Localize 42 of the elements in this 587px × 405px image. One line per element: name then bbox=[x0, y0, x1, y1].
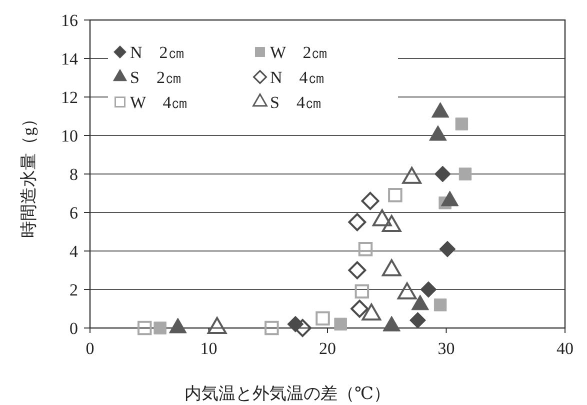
y-tick-label: 2 bbox=[70, 280, 78, 300]
y-tick-label: 4 bbox=[70, 242, 78, 261]
point bbox=[439, 240, 456, 258]
legend-label: W 4㎝ bbox=[130, 92, 188, 112]
point bbox=[264, 320, 279, 336]
point bbox=[348, 213, 366, 232]
y-axis-title: 時間造水量（g） bbox=[19, 110, 38, 238]
y-tick-label: 0 bbox=[70, 318, 78, 338]
x-tick-label: 0 bbox=[86, 339, 94, 358]
x-tick-label: 30 bbox=[438, 339, 455, 358]
point bbox=[358, 242, 373, 256]
point bbox=[316, 311, 330, 326]
y-tick-label: 14 bbox=[61, 49, 78, 68]
point bbox=[458, 168, 472, 180]
y-tick-label: 8 bbox=[70, 164, 78, 184]
point bbox=[434, 298, 447, 312]
point bbox=[334, 318, 347, 331]
legend-label: S 4㎝ bbox=[270, 92, 322, 112]
point bbox=[354, 284, 370, 299]
legend-label: W 2㎝ bbox=[270, 42, 328, 62]
x-tick-label: 40 bbox=[556, 339, 574, 358]
point bbox=[138, 320, 152, 336]
legend-label: S 2㎝ bbox=[130, 68, 182, 87]
y-tick-label: 16 bbox=[61, 10, 78, 30]
point bbox=[154, 322, 166, 334]
x-axis-title: 内気温と外気温の差（℃） bbox=[184, 384, 391, 403]
legend-label: N 4㎝ bbox=[270, 68, 325, 87]
point bbox=[388, 188, 402, 202]
point bbox=[348, 261, 366, 280]
y-tick-label: 6 bbox=[70, 203, 78, 222]
y-tick-label: 10 bbox=[61, 126, 78, 146]
point bbox=[434, 166, 451, 182]
point bbox=[420, 281, 437, 298]
point bbox=[287, 316, 304, 332]
point bbox=[410, 312, 426, 329]
legend-label: N 2㎝ bbox=[130, 42, 185, 62]
point bbox=[350, 300, 369, 318]
point bbox=[361, 192, 380, 210]
x-tick-label: 20 bbox=[319, 339, 336, 358]
y-tick-label: 12 bbox=[61, 88, 78, 107]
x-tick-label: 10 bbox=[200, 339, 218, 358]
point bbox=[455, 118, 468, 130]
